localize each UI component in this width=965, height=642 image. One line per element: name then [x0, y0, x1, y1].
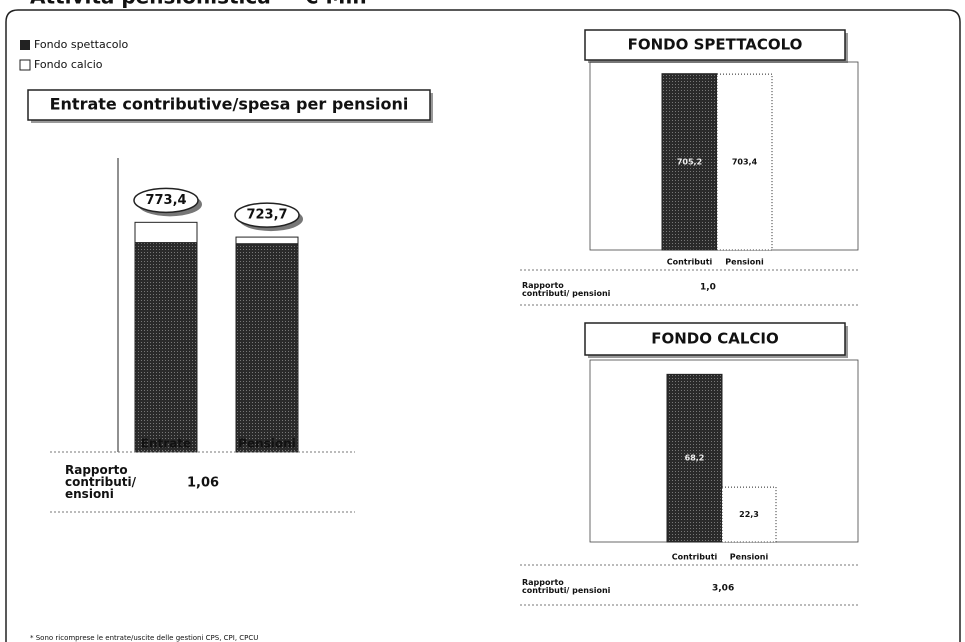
chart-title: FONDO CALCIO — [651, 330, 779, 348]
total-bubble — [234, 202, 300, 228]
bar — [661, 73, 718, 251]
total-bubble — [133, 187, 199, 214]
total-label: 773,4 — [145, 193, 186, 208]
value-label: 68,2 — [685, 454, 705, 463]
bar — [721, 486, 777, 543]
x-tick-label: Pensioni — [238, 437, 296, 451]
legend-label: Fondo calcio — [34, 58, 103, 71]
title-box — [27, 89, 431, 121]
title-box — [584, 29, 846, 61]
x-tick-label: Contributi — [672, 553, 718, 562]
legend-swatch — [20, 40, 30, 50]
bar-segment — [134, 221, 198, 244]
title-box — [584, 322, 846, 356]
legend-swatch — [19, 59, 31, 71]
chart-title: Entrate contributive/spesa per pensioni — [50, 95, 409, 114]
bar — [666, 373, 723, 543]
value-label: 705,2 — [677, 157, 702, 166]
ratio-value: 1,0 — [700, 283, 716, 293]
x-tick-label: Contributi — [667, 258, 713, 267]
legend-label: Fondo spettacolo — [34, 38, 129, 51]
x-tick-label: Pensioni — [730, 553, 769, 562]
value-label: 703,4 — [732, 158, 758, 167]
x-tick-label: Pensioni — [725, 258, 764, 267]
bar-segment — [235, 236, 299, 245]
x-tick-label: Entrate — [141, 437, 191, 451]
ratio-value: 3,06 — [712, 584, 734, 594]
total-label: 723,7 — [246, 208, 287, 223]
value-label: 22,3 — [739, 510, 759, 519]
ratio-label: Rapporto contributi/ pensioni — [522, 281, 611, 298]
page-title: Attività pensionistica — € Mln — [30, 0, 367, 9]
bar — [716, 73, 773, 251]
ratio-label: Rapporto contributi/ ensioni — [65, 463, 140, 501]
ratio-value: 1,06 — [187, 476, 219, 491]
frame — [5, 9, 961, 642]
bar-segment — [235, 243, 299, 453]
bar-segment — [134, 242, 198, 453]
ratio-label: Rapporto contributi/ pensioni — [522, 578, 611, 595]
footnote: * Sono ricomprese le entrate/uscite dell… — [30, 634, 258, 642]
chart-title: FONDO SPETTACOLO — [628, 36, 803, 54]
